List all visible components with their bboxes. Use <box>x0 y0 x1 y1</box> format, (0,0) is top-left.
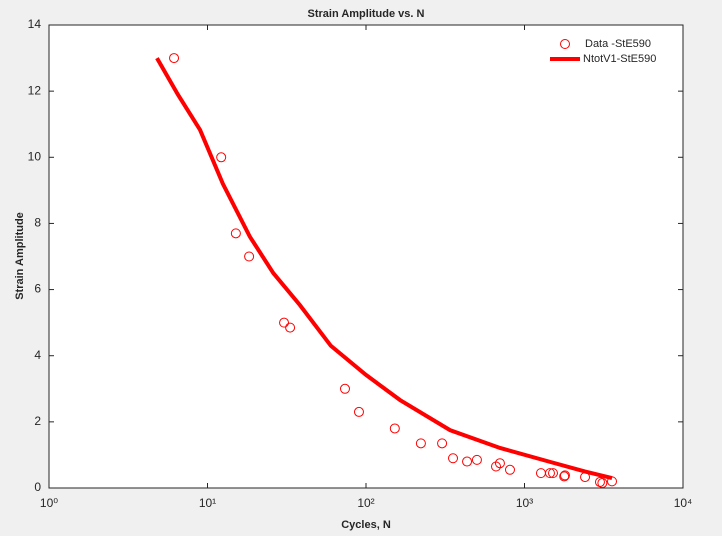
data-point <box>244 251 255 262</box>
y-tick-label: 0 <box>34 480 41 494</box>
data-point <box>462 456 473 467</box>
legend-marker <box>560 39 570 49</box>
x-tick-label: 10³ <box>516 496 533 510</box>
x-tick-label: 10² <box>357 496 374 510</box>
data-point <box>448 453 459 464</box>
x-tick-label: 10¹ <box>199 496 216 510</box>
y-tick-label: 12 <box>28 83 42 97</box>
y-tick-label: 14 <box>28 17 42 31</box>
data-point <box>544 468 555 479</box>
data-point <box>216 152 227 163</box>
data-point <box>548 468 559 479</box>
y-tick-label: 8 <box>34 216 41 230</box>
legend <box>545 32 675 72</box>
data-point <box>279 317 290 328</box>
data-point <box>559 471 570 482</box>
legend-label: Data -StE590 <box>585 38 651 50</box>
y-tick-label: 6 <box>34 282 41 296</box>
chart-title: Strain Amplitude vs. N <box>308 8 425 20</box>
fit-line <box>155 57 613 481</box>
y-axis-label: Strain Amplitude <box>14 212 26 300</box>
data-point <box>169 53 180 64</box>
y-tick-label: 4 <box>34 348 41 362</box>
x-axis-label: Cycles, N <box>341 519 391 531</box>
data-point <box>389 423 400 434</box>
x-tick-label: 10⁰ <box>40 496 58 510</box>
y-tick-label: 2 <box>34 414 41 428</box>
data-point <box>504 464 515 475</box>
data-point <box>494 458 505 469</box>
data-point <box>437 438 448 449</box>
data-point <box>559 470 570 481</box>
x-tick-label: 10⁴ <box>674 496 693 510</box>
data-point <box>285 322 296 333</box>
legend-label: NtotV1-StE590 <box>583 53 656 65</box>
data-point <box>415 438 426 449</box>
data-point <box>353 406 364 417</box>
plot-area <box>48 24 684 489</box>
data-point <box>230 228 241 239</box>
y-tick-label: 10 <box>28 149 42 163</box>
data-point <box>471 454 482 465</box>
data-point <box>597 478 608 489</box>
data-point <box>339 383 350 394</box>
